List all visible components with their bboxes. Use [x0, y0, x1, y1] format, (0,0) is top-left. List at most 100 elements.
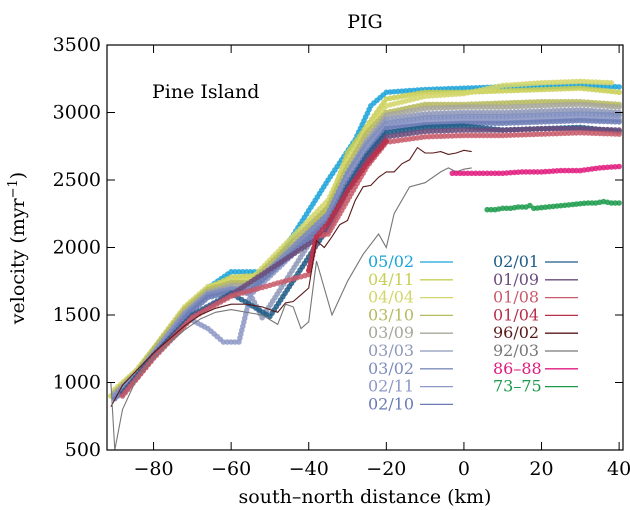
- data-point: [604, 130, 611, 137]
- data-point: [600, 111, 607, 118]
- data-point: [453, 132, 460, 139]
- data-point: [488, 132, 494, 139]
- series-17: [484, 198, 622, 213]
- data-point: [422, 89, 428, 96]
- data-point: [523, 169, 529, 175]
- data-point: [616, 200, 622, 206]
- data-point: [465, 132, 471, 139]
- data-point: [445, 104, 452, 111]
- data-point: [542, 119, 549, 125]
- data-point: [445, 133, 452, 139]
- data-point: [461, 132, 467, 139]
- data-point: [465, 109, 471, 116]
- data-point: [468, 113, 475, 120]
- y-axis-label: velocity (myr−1): [6, 172, 30, 325]
- legend-item: 03/10: [368, 305, 453, 324]
- data-point: [523, 126, 529, 132]
- data-point: [558, 167, 564, 174]
- data-point: [507, 87, 514, 94]
- data-point: [434, 133, 440, 140]
- data-point: [461, 85, 467, 91]
- data-point: [461, 170, 467, 177]
- data-point: [558, 111, 564, 118]
- data-point: [461, 113, 467, 120]
- data-point: [465, 170, 471, 177]
- data-point: [461, 109, 467, 116]
- data-point: [472, 127, 479, 133]
- data-point: [593, 111, 599, 118]
- data-point: [600, 130, 607, 137]
- data-point: [488, 206, 494, 213]
- data-point: [612, 119, 618, 125]
- data-point: [585, 200, 591, 206]
- data-point: [480, 127, 487, 133]
- data-point: [503, 132, 510, 139]
- series-layer: [108, 78, 622, 450]
- data-point: [507, 109, 514, 115]
- data-point: [546, 79, 553, 86]
- data-point: [488, 109, 494, 116]
- data-point: [593, 130, 599, 137]
- data-point: [445, 110, 452, 116]
- data-point: [480, 113, 487, 120]
- data-point: [562, 130, 568, 137]
- data-point: [596, 126, 603, 133]
- series-line: [110, 146, 472, 408]
- data-point: [426, 101, 432, 108]
- data-point: [422, 128, 428, 135]
- legend-label: 86–88: [493, 359, 542, 378]
- data-point: [596, 118, 603, 125]
- data-point: [527, 126, 533, 132]
- data-point: [573, 167, 580, 174]
- data-point: [542, 86, 549, 93]
- data-point: [496, 170, 502, 177]
- data-point: [562, 79, 568, 85]
- data-point: [565, 125, 572, 132]
- data-point: [523, 87, 529, 93]
- data-point: [612, 131, 618, 137]
- data-point: [515, 204, 521, 210]
- legend-label: 73–75: [493, 377, 542, 396]
- chart-title: PIG: [347, 11, 382, 33]
- data-point: [585, 126, 591, 132]
- legend-label: 92/03: [493, 341, 539, 360]
- data-point: [434, 114, 440, 121]
- data-point: [519, 169, 525, 175]
- data-point: [484, 206, 491, 213]
- legend-label: 96/02: [493, 323, 539, 342]
- data-point: [426, 124, 432, 130]
- data-point: [468, 85, 475, 91]
- series-line: [110, 167, 472, 450]
- series-13: [305, 138, 390, 274]
- data-point: [503, 100, 510, 106]
- series-16: [449, 163, 622, 177]
- legend-label: 05/02: [368, 252, 414, 271]
- y-tick-label: 1000: [53, 372, 101, 394]
- data-point: [546, 112, 553, 118]
- data-point: [616, 163, 622, 170]
- legend-label: 01/04: [493, 305, 539, 324]
- data-point: [523, 131, 529, 138]
- data-point: [426, 105, 432, 112]
- data-point: [573, 111, 580, 117]
- data-point: [441, 114, 448, 120]
- data-point: [565, 118, 572, 124]
- data-point: [542, 102, 549, 109]
- y-axis-label-close: ): [7, 172, 29, 179]
- data-point: [480, 170, 487, 177]
- data-point: [426, 110, 432, 117]
- data-point: [565, 167, 572, 174]
- data-point: [612, 112, 618, 118]
- y-axis-label-exponent: −1: [6, 179, 21, 198]
- x-axis-label: south–north distance (km): [239, 486, 492, 508]
- data-point: [527, 112, 533, 119]
- data-point: [565, 102, 572, 108]
- data-point: [616, 104, 622, 110]
- data-point: [468, 109, 475, 116]
- data-point: [472, 132, 479, 139]
- y-axis-label-main: velocity (myr: [7, 197, 29, 325]
- data-point: [468, 104, 475, 110]
- data-point: [534, 169, 541, 175]
- series-15: [110, 167, 472, 450]
- legend-label: 02/11: [368, 377, 414, 396]
